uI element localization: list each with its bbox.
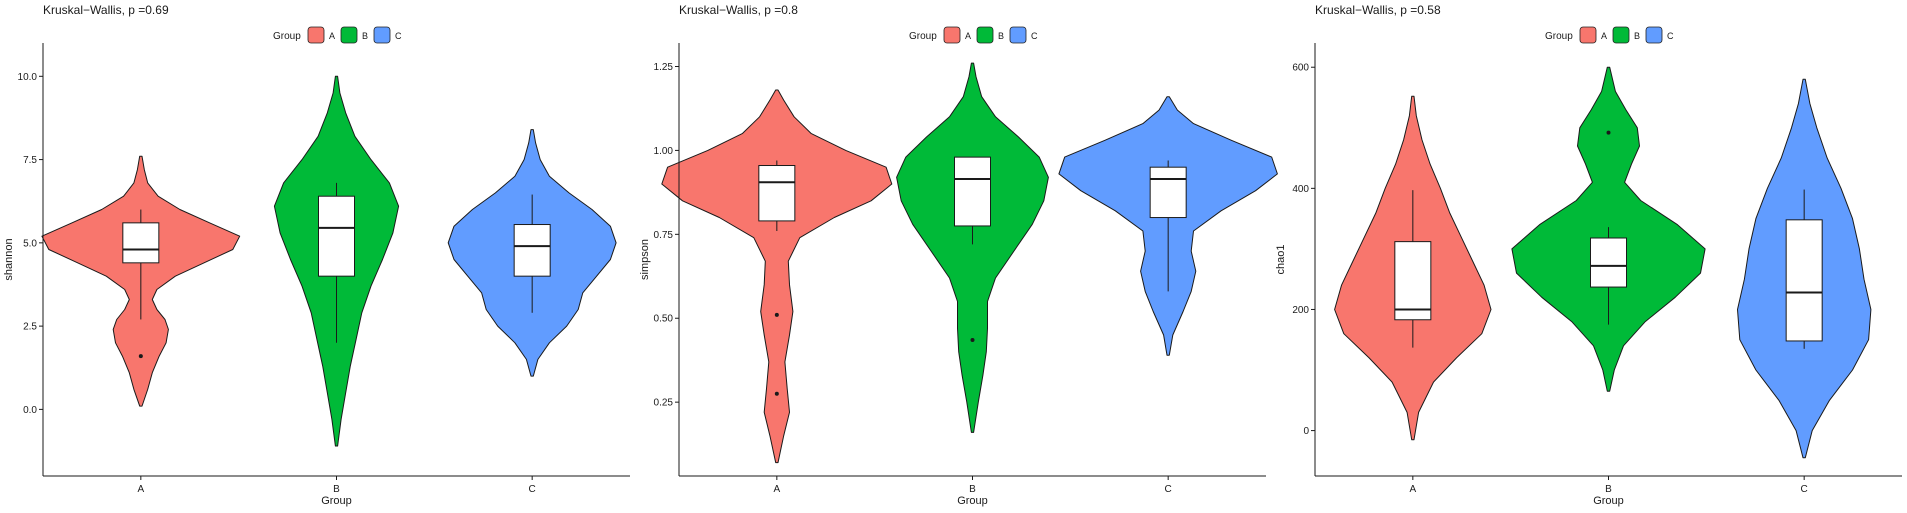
violin-a — [661, 89, 893, 464]
x-tick-label: C — [1165, 484, 1172, 495]
x-tick-label: A — [1409, 484, 1416, 495]
legend-label-a: A — [329, 31, 335, 41]
legend-title: Group — [1545, 31, 1573, 42]
y-axis-label: simpson — [639, 239, 651, 280]
outlier-point — [138, 354, 143, 359]
x-tick-label: C — [1801, 484, 1808, 495]
x-tick-label: B — [1605, 484, 1612, 495]
chart-panel-1: Kruskal−Wallis, p =0.69 Group A B C 0.0 2.5 5.0… — [3, 3, 630, 507]
x-tick-label: C — [529, 484, 536, 495]
legend-label-b: B — [362, 31, 368, 41]
legend: Group A B C — [1545, 26, 1674, 44]
y-tick-label: 1.25 — [654, 62, 674, 73]
legend-label-c: C — [1667, 31, 1674, 41]
box — [954, 156, 991, 227]
y-tick-label: 1.00 — [654, 146, 674, 157]
x-axis-label: Group — [957, 495, 988, 507]
box — [122, 222, 160, 264]
y-tick-label: 10.0 — [18, 72, 38, 83]
violin-group-c — [1737, 78, 1872, 459]
violin-b — [896, 62, 1049, 433]
legend-swatch-c — [1009, 26, 1027, 44]
violin-group-a — [661, 89, 893, 464]
box — [1590, 237, 1627, 288]
y-tick-label: 0.75 — [654, 230, 674, 241]
y-tick-label: 7.5 — [23, 155, 37, 166]
legend-swatch-a — [307, 26, 325, 44]
legend: Group A B C — [273, 26, 402, 44]
legend-title: Group — [273, 31, 301, 42]
chart-panel-2: Kruskal−Wallis, p =0.8 Group A B C 0.25 0.50 0.… — [639, 3, 1278, 507]
legend-label-c: C — [395, 31, 402, 41]
chart-title: Kruskal−Wallis, p =0.58 — [1315, 3, 1441, 17]
box — [1149, 166, 1187, 219]
legend-swatch-b — [1612, 26, 1630, 44]
violin-group-b — [273, 75, 400, 447]
x-axis-label: Group — [1593, 495, 1624, 507]
box — [318, 195, 355, 277]
y-tick-label: 0 — [1303, 426, 1309, 437]
legend-swatch-c — [1645, 26, 1663, 44]
legend: Group A B C — [909, 26, 1038, 44]
legend-title: Group — [909, 31, 937, 42]
x-tick-label: A — [137, 484, 144, 495]
legend-label-b: B — [998, 31, 1004, 41]
box — [1394, 241, 1432, 321]
y-tick-label: 600 — [1292, 63, 1309, 74]
y-axis-label: chao1 — [1275, 245, 1287, 275]
box — [758, 165, 796, 222]
legend-label-a: A — [965, 31, 971, 41]
x-tick-label: B — [333, 484, 340, 495]
chart-title: Kruskal−Wallis, p =0.69 — [43, 3, 169, 17]
outlier-point — [970, 338, 975, 343]
y-tick-label: 200 — [1292, 305, 1309, 316]
outlier-point — [1606, 130, 1611, 135]
y-axis-label: shannon — [3, 238, 15, 280]
y-tick-label: 0.0 — [23, 405, 37, 416]
y-tick-label: 0.50 — [654, 314, 674, 325]
violin-group-a — [1334, 95, 1492, 441]
y-tick-label: 0.25 — [654, 398, 674, 409]
legend-label-c: C — [1031, 31, 1038, 41]
y-tick-label: 400 — [1292, 184, 1309, 195]
legend-label-a: A — [1601, 31, 1607, 41]
legend-swatch-a — [943, 26, 961, 44]
y-tick-label: 2.5 — [23, 322, 37, 333]
legend-swatch-c — [373, 26, 391, 44]
legend-swatch-b — [976, 26, 994, 44]
box — [513, 224, 551, 277]
x-tick-label: A — [773, 484, 780, 495]
violin-group-c — [1058, 96, 1278, 356]
outlier-point — [774, 391, 779, 396]
outlier-point — [774, 312, 779, 317]
legend-swatch-b — [340, 26, 358, 44]
violin-group-a — [41, 155, 241, 407]
y-tick-label: 5.0 — [23, 238, 37, 249]
chart-title: Kruskal−Wallis, p =0.8 — [679, 3, 798, 17]
x-axis-label: Group — [321, 495, 352, 507]
chart-panel-3: Kruskal−Wallis, p =0.58 Group A B C 0 200 400 60… — [1275, 3, 1902, 507]
violin-group-b — [896, 62, 1049, 433]
box — [1785, 219, 1823, 342]
legend-label-b: B — [1634, 31, 1640, 41]
x-tick-label: B — [969, 484, 976, 495]
legend-swatch-a — [1579, 26, 1597, 44]
violin-group-b — [1511, 66, 1706, 392]
violin-group-c — [447, 129, 617, 377]
